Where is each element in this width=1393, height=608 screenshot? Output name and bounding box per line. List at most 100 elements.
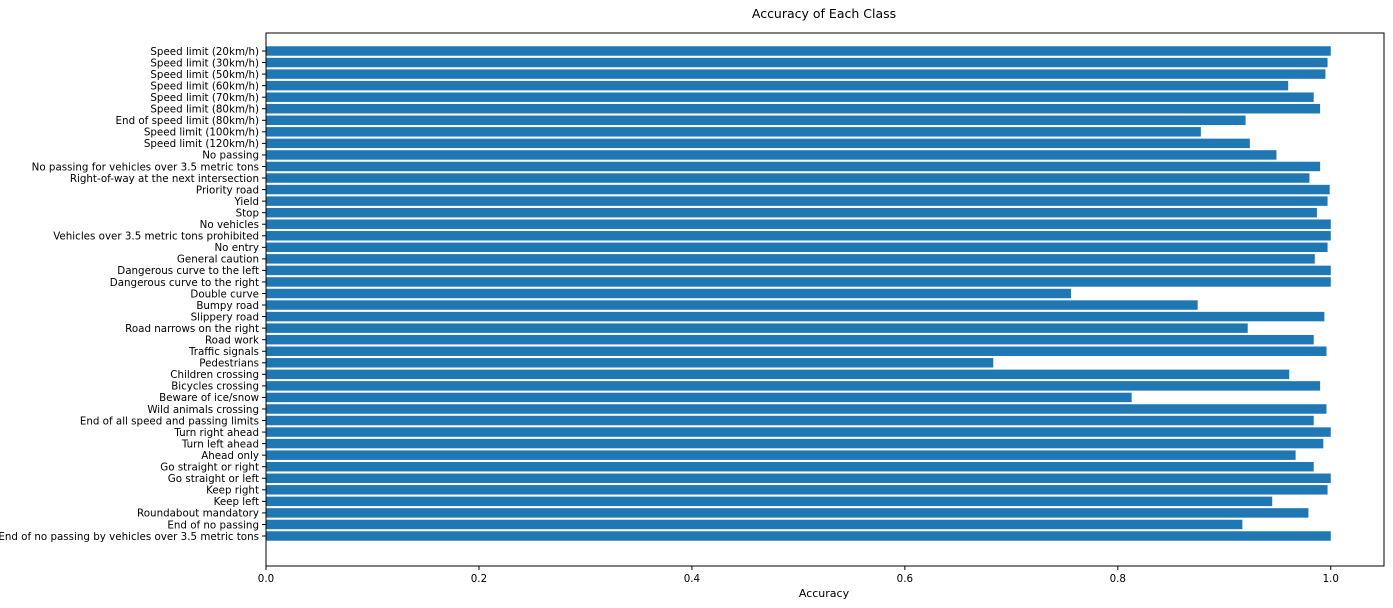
y-tick-label: Turn left ahead [181,438,259,450]
bar-20 [266,277,1331,287]
bar-19 [266,265,1331,276]
y-tick-label: Road work [205,334,259,346]
bar-6 [266,115,1246,126]
y-tick-label: Dangerous curve to the left [117,265,259,277]
y-tick-label: Yield [233,196,259,208]
y-tick-label: Ahead only [201,450,259,462]
bar-0 [266,46,1331,56]
y-tick-label: Beware of ice/snow [159,392,259,404]
y-tick-label: Speed limit (20km/h) [150,46,259,58]
y-tick-label: Speed limit (50km/h) [150,69,259,81]
y-tick-label: Road narrows on the right [125,323,259,335]
bar-3 [266,80,1289,91]
bar-30 [266,392,1132,403]
y-tick-label: Vehicles over 3.5 metric tons prohibited [53,231,259,243]
bar-4 [266,92,1314,102]
y-tick-label: Stop [236,207,259,219]
bar-24 [266,323,1248,333]
y-tick-label: Slippery road [191,311,259,323]
plot-frame [265,32,1385,567]
y-tick-label: End of speed limit (80km/h) [116,115,259,127]
bar-32 [266,415,1314,426]
bar-42 [266,531,1331,541]
y-axis-ticks: Speed limit (20km/h)Speed limit (30km/h)… [0,46,266,543]
y-tick-label: Bumpy road [196,300,259,312]
bar-13 [266,196,1328,206]
bar-40 [266,508,1309,518]
y-tick-label: No vehicles [200,219,259,231]
bar-28 [266,369,1290,380]
y-tick-label: Speed limit (60km/h) [150,80,259,92]
bar-21 [266,288,1071,299]
bar-15 [266,219,1331,229]
x-tick-label: 0.4 [684,573,700,585]
bar-41 [266,519,1243,530]
y-tick-label: No entry [214,242,259,254]
x-tick-label: 0.0 [258,573,274,585]
bar-37 [266,473,1331,483]
y-tick-label: Bicycles crossing [171,381,259,393]
bar-14 [266,207,1317,218]
x-tick-label: 1.0 [1323,573,1339,585]
bar-33 [266,427,1331,437]
chart-title: Accuracy of Each Class [752,6,896,21]
y-tick-label: Traffic signals [188,346,259,358]
bar-16 [266,231,1331,241]
y-tick-label: Pedestrians [199,358,259,370]
bar-27 [266,358,994,368]
y-tick-label: End of no passing by vehicles over 3.5 m… [0,531,259,543]
bar-7 [266,127,1201,137]
bar-26 [266,346,1327,356]
y-tick-label: Priority road [196,184,259,196]
y-tick-label: Speed limit (100km/h) [144,127,259,139]
bar-25 [266,334,1314,345]
x-axis-ticks: 0.0 0.2 0.4 0.6 0.8 1.0 [258,566,1339,585]
x-axis-label: Accuracy [799,587,850,600]
y-tick-label: Speed limit (70km/h) [150,92,259,104]
y-tick-label: Double curve [190,288,259,300]
bar-18 [266,254,1315,264]
y-tick-label: No passing [202,150,259,162]
bar-38 [266,485,1328,495]
x-tick-label: 0.8 [1110,573,1126,585]
bar-29 [266,381,1321,391]
y-tick-label: Dangerous curve to the right [110,277,259,289]
bar-11 [266,173,1310,183]
y-tick-label: Turn right ahead [173,427,259,439]
y-tick-label: Speed limit (30km/h) [150,57,259,69]
bar-12 [266,184,1330,195]
x-tick-label: 0.2 [471,573,487,585]
bars-layer [266,46,1331,541]
bar-17 [266,242,1328,253]
bar-36 [266,461,1314,472]
y-tick-label: Go straight or right [160,462,259,474]
bar-35 [266,450,1296,460]
y-tick-label: Children crossing [170,369,259,381]
bar-34 [266,438,1324,449]
y-tick-label: Go straight or left [168,473,259,485]
y-tick-label: End of all speed and passing limits [80,415,259,427]
bar-5 [266,104,1321,114]
y-tick-label: Keep right [206,485,259,497]
bar-9 [266,150,1277,160]
bar-23 [266,311,1325,322]
y-tick-label: No passing for vehicles over 3.5 metric … [32,161,259,173]
bar-31 [266,404,1327,414]
y-tick-label: Speed limit (120km/h) [144,138,259,150]
bar-22 [266,300,1198,310]
y-tick-label: End of no passing [167,519,259,531]
bar-10 [266,161,1321,172]
bar-39 [266,496,1273,507]
y-tick-label: Right-of-way at the next intersection [70,173,259,185]
bar-2 [266,69,1326,79]
bar-8 [266,138,1250,149]
y-tick-label: General caution [177,254,259,266]
y-tick-label: Wild animals crossing [147,404,259,416]
y-tick-label: Speed limit (80km/h) [150,104,259,116]
x-tick-label: 0.6 [897,573,913,585]
bar-1 [266,57,1328,68]
y-tick-label: Roundabout mandatory [137,508,259,520]
y-tick-label: Keep left [214,496,259,508]
